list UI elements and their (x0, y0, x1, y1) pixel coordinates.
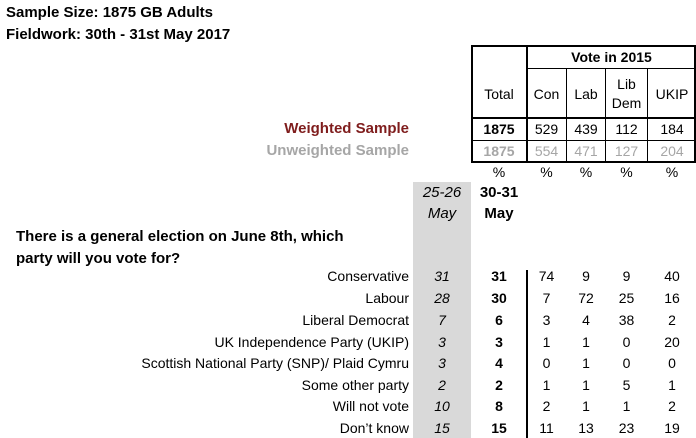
col-divider-1 (566, 68, 567, 163)
row-con-value: 0 (542, 355, 551, 371)
row-con-value: 74 (538, 268, 555, 284)
row-libdem-value: 0 (622, 355, 631, 371)
row-total-value: 2 (495, 377, 503, 393)
unweighted-ukip: 204 (660, 143, 684, 159)
row-total-value: 6 (495, 312, 503, 328)
weighted-sample-label: Weighted Sample (284, 120, 409, 137)
vote-in-2015-header: Vote in 2015 (571, 49, 652, 65)
row-lab-value: 1 (582, 355, 590, 371)
row-libdem-value: 23 (618, 420, 635, 436)
row-ukip-value: 1 (668, 377, 676, 393)
sample-divider (471, 140, 696, 141)
row-ukip-value: 16 (664, 290, 680, 306)
row-previous-value: 15 (434, 420, 450, 436)
body-total-divider (526, 270, 528, 438)
unweighted-lab: 471 (574, 143, 598, 159)
row-ukip-value: 2 (668, 398, 676, 414)
percent-libdem: % (620, 164, 633, 180)
row-con-value: 11 (539, 420, 554, 436)
row-lab-value: 1 (582, 334, 590, 350)
total-divider (526, 45, 528, 163)
col-divider-3 (647, 68, 648, 163)
question-line2: party will you vote for? (16, 250, 181, 267)
row-label: Scottish National Party (SNP)/ Plaid Cym… (141, 355, 409, 371)
row-con-value: 2 (542, 398, 551, 414)
weighted-ukip: 184 (660, 121, 684, 137)
question-text: There is a general election on June 8th,… (16, 226, 344, 270)
row-previous-value: 28 (434, 290, 450, 306)
row-label: Labour (365, 290, 409, 306)
row-libdem-value: 0 (622, 334, 631, 350)
row-lab-value: 9 (582, 268, 590, 284)
unweighted-con: 554 (534, 143, 559, 159)
percent-con: % (540, 164, 553, 180)
row-lab-value: 72 (578, 290, 594, 306)
libdem-header-line2: Dem (611, 95, 642, 111)
row-label: Liberal Democrat (302, 312, 409, 328)
unweighted-total: 1875 (483, 143, 515, 159)
current-period-line1: 30-31 (479, 184, 519, 201)
row-libdem-value: 25 (618, 290, 635, 306)
row-lab-value: 4 (582, 312, 590, 328)
weighted-con: 529 (534, 121, 559, 137)
weighted-libdem: 112 (615, 121, 638, 137)
row-con-value: 7 (542, 290, 551, 306)
row-label: Will not vote (332, 398, 409, 414)
row-libdem-value: 9 (622, 268, 631, 284)
row-lab-value: 1 (582, 377, 590, 393)
row-total-value: 4 (495, 355, 503, 371)
total-header: Total (484, 86, 514, 102)
row-total-value: 15 (491, 420, 507, 436)
weighted-total: 1875 (483, 121, 515, 137)
row-ukip-value: 20 (664, 334, 680, 350)
row-total-value: 30 (491, 290, 507, 306)
row-libdem-value: 1 (622, 398, 631, 414)
previous-period-column (413, 182, 471, 438)
row-previous-value: 3 (438, 355, 446, 371)
percent-total: % (492, 164, 506, 180)
unweighted-libdem: 127 (614, 143, 639, 159)
row-previous-value: 7 (438, 312, 446, 328)
row-previous-value: 10 (434, 398, 450, 414)
previous-period-line1: 25-26 (422, 184, 462, 201)
row-libdem-value: 38 (618, 312, 635, 328)
row-total-value: 8 (495, 398, 503, 414)
libdem-header-line1: Lib (617, 76, 636, 92)
row-con-value: 1 (542, 377, 551, 393)
row-lab-value: 1 (582, 398, 590, 414)
ukip-header: UKIP (655, 86, 689, 102)
unweighted-sample-label: Unweighted Sample (266, 142, 409, 159)
weighted-lab: 439 (574, 121, 598, 137)
row-total-value: 31 (491, 268, 507, 284)
sample-size-text: Sample Size: 1875 GB Adults (6, 4, 214, 21)
row-con-value: 1 (542, 334, 551, 350)
con-header: Con (533, 86, 560, 102)
col-divider-2 (605, 68, 606, 163)
row-con-value: 3 (542, 312, 551, 328)
row-ukip-value: 19 (664, 420, 680, 436)
row-label: UK Independence Party (UKIP) (214, 334, 409, 350)
current-period-line2: May (484, 205, 514, 222)
row-label: Conservative (327, 268, 409, 284)
row-libdem-value: 5 (622, 377, 631, 393)
previous-period-line2: May (427, 205, 457, 222)
row-previous-value: 3 (438, 334, 446, 350)
row-ukip-value: 2 (668, 312, 676, 328)
row-ukip-value: 0 (668, 355, 676, 371)
group-divider (527, 68, 696, 69)
header-box (471, 45, 696, 163)
header-bottom-line (471, 117, 696, 119)
row-lab-value: 13 (578, 420, 594, 436)
fieldwork-text: Fieldwork: 30th - 31st May 2017 (6, 26, 231, 43)
row-previous-value: 31 (434, 268, 450, 284)
row-total-value: 3 (495, 334, 503, 350)
row-label: Don’t know (339, 420, 409, 436)
percent-ukip: % (665, 164, 679, 180)
percent-lab: % (579, 164, 593, 180)
row-label: Some other party (301, 377, 409, 393)
lab-header: Lab (574, 86, 598, 102)
row-previous-value: 2 (438, 377, 446, 393)
question-line1: There is a general election on June 8th,… (16, 228, 344, 245)
row-ukip-value: 40 (664, 268, 680, 284)
